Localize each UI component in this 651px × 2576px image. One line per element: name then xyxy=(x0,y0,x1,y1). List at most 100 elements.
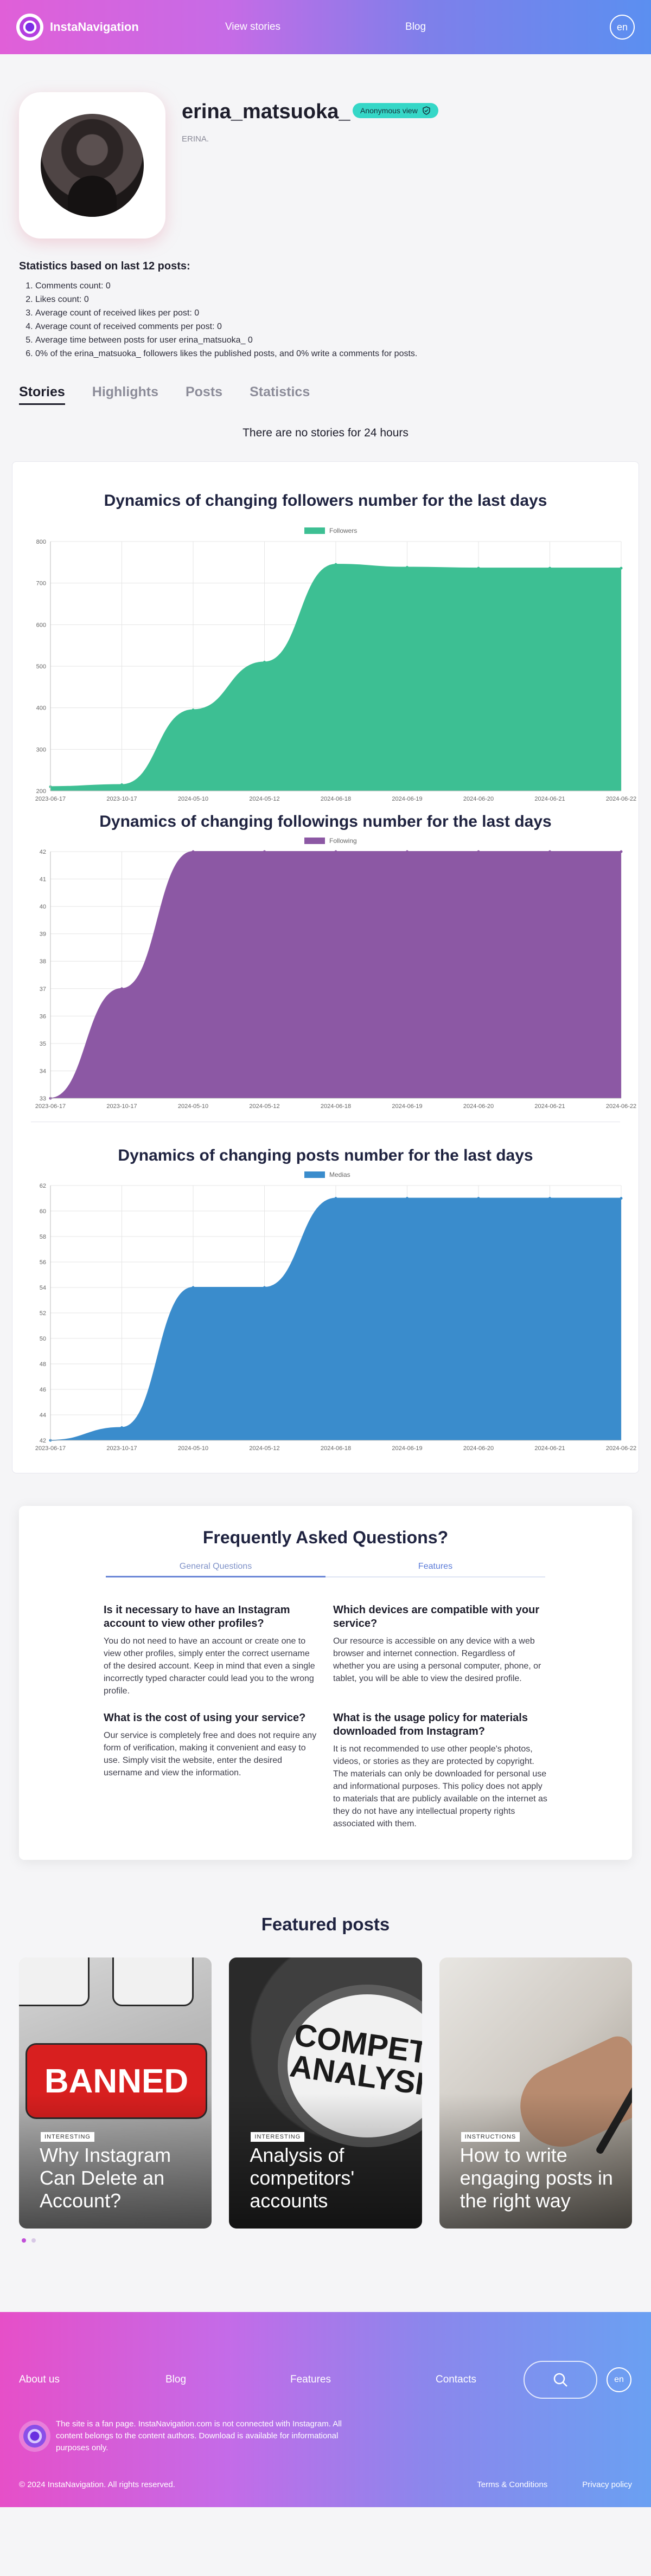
main-nav: View stories Blog xyxy=(0,0,651,54)
y-tick-label: 33 xyxy=(40,1096,46,1102)
data-point xyxy=(620,1197,623,1200)
footer-language-button[interactable]: en xyxy=(607,2367,631,2392)
faq-answer: You do not need to have an account or cr… xyxy=(104,1637,315,1696)
data-point xyxy=(477,850,480,853)
brand-name: InstaNavigation xyxy=(50,20,139,34)
x-tick-label: 2024-05-12 xyxy=(249,1103,279,1110)
post-tag: INTERESTING xyxy=(251,2132,305,2142)
y-tick-label: 52 xyxy=(40,1310,46,1317)
data-point xyxy=(406,566,409,569)
footer-link-features[interactable]: Features xyxy=(290,2374,331,2385)
followers-chart-svg: 200 300 400 500 600 700 800 2023-06-17 2023-10-1… xyxy=(35,527,636,802)
legend-swatch xyxy=(304,527,325,534)
charts-card: Dynamics of changing followers number fo… xyxy=(12,461,639,1473)
chart-title: Dynamics of changing posts number for th… xyxy=(118,1147,533,1164)
x-tick-label: 2024-06-22 xyxy=(606,1445,636,1452)
followers-chart: Dynamics of changing followers number fo… xyxy=(12,492,639,813)
site-footer: About us Blog Features Contacts en The s… xyxy=(0,2312,651,2507)
y-tick-label: 54 xyxy=(40,1285,46,1291)
x-tick-label: 2023-06-17 xyxy=(35,796,66,802)
x-tick-label: 2024-06-20 xyxy=(463,1445,494,1452)
no-stories-message: There are no stories for 24 hours xyxy=(242,427,409,439)
post-title: Why Instagram Can Delete an Account? xyxy=(40,2144,171,2212)
x-tick-label: 2024-06-18 xyxy=(321,796,351,802)
y-tick-label: 35 xyxy=(40,1041,46,1047)
search-button[interactable] xyxy=(524,2361,597,2399)
profile-section: erina_matsuoka_ Anonymous view ERINA. xyxy=(0,54,651,260)
anonymous-view-label: Anonymous view xyxy=(360,106,418,115)
x-tick-label: 2024-06-19 xyxy=(392,1445,422,1452)
y-tick-label: 800 xyxy=(36,539,46,545)
legend-swatch xyxy=(304,838,325,844)
y-tick-label: 42 xyxy=(40,1438,46,1444)
language-button[interactable]: en xyxy=(610,15,635,40)
x-tick-label: 2023-06-17 xyxy=(35,1103,66,1110)
data-point xyxy=(120,987,123,990)
x-tick-label: 2024-05-10 xyxy=(178,796,208,802)
faq-item: Which devices are compatible with your s… xyxy=(333,1603,547,1697)
footer-link-blog[interactable]: Blog xyxy=(165,2374,187,2385)
terms-link[interactable]: Terms & Conditions xyxy=(477,2480,548,2489)
data-point xyxy=(192,1286,195,1289)
featured-post-card[interactable]: BANNED INTERESTING Why Instagram Can Del… xyxy=(19,1957,212,2229)
featured-post-card[interactable]: COMPETITOR ANALYSIS INTERESTING Analysis… xyxy=(229,1957,422,2229)
faq-tabs: General Questions Features xyxy=(106,1562,545,1577)
series-area xyxy=(50,564,621,791)
faq-tab-features[interactable]: Features xyxy=(326,1562,545,1577)
posts-chart-svg: 42 44 46 48 50 52 54 56 58 60 62 2023-06-17 2023-10-… xyxy=(35,1171,636,1452)
legend-swatch xyxy=(304,1171,325,1178)
profile-tabs: Stories Highlights Posts Statistics xyxy=(0,360,651,405)
tab-highlights[interactable]: Highlights xyxy=(92,384,158,400)
faq-question: Which devices are compatible with your s… xyxy=(333,1604,540,1630)
x-tick-label: 2023-10-17 xyxy=(106,796,137,802)
y-tick-label: 48 xyxy=(40,1361,46,1368)
profile-bio: ERINA. xyxy=(182,134,209,144)
statistics-item: Likes count: 0 xyxy=(35,293,632,306)
y-tick-label: 40 xyxy=(40,904,46,910)
shield-check-icon xyxy=(423,106,430,115)
series-area xyxy=(50,852,621,1098)
faq-tab-general[interactable]: General Questions xyxy=(106,1562,326,1577)
faq-question: Is it necessary to have an Instagram acc… xyxy=(104,1604,290,1630)
data-point xyxy=(334,1197,337,1200)
faq-item: What is the cost of using your service? … xyxy=(104,1711,318,1830)
carousel-dot[interactable] xyxy=(22,2238,26,2243)
y-tick-label: 44 xyxy=(40,1412,46,1419)
footer-link-contacts[interactable]: Contacts xyxy=(436,2374,476,2385)
tab-stories[interactable]: Stories xyxy=(19,384,65,405)
followings-chart: Dynamics of changing followings number f… xyxy=(12,813,639,1117)
footer-logo-icon xyxy=(19,2420,50,2452)
x-tick-label: 2024-06-21 xyxy=(534,1445,565,1452)
faq-section: Frequently Asked Questions? General Ques… xyxy=(19,1506,632,1860)
footer-link-about[interactable]: About us xyxy=(19,2374,60,2385)
keyboard-key-image xyxy=(19,1957,90,2006)
statistics-item: 0% of the erina_matsuoka_ followers like… xyxy=(35,347,632,360)
chart-title: Dynamics of changing followers number fo… xyxy=(104,492,547,510)
statistics-item: Average count of received comments per p… xyxy=(35,320,632,333)
y-tick-label: 62 xyxy=(40,1183,46,1189)
avatar xyxy=(41,114,144,217)
x-tick-label: 2023-06-17 xyxy=(35,1445,66,1452)
site-header: InstaNavigation View stories Blog en xyxy=(0,0,651,54)
y-tick-label: 200 xyxy=(36,788,46,795)
y-tick-label: 38 xyxy=(40,958,46,965)
data-point xyxy=(334,850,337,853)
privacy-link[interactable]: Privacy policy xyxy=(582,2480,632,2489)
x-tick-label: 2024-06-21 xyxy=(534,1103,565,1110)
featured-posts-carousel: BANNED INTERESTING Why Instagram Can Del… xyxy=(0,1957,651,2229)
data-point xyxy=(406,850,409,853)
data-point xyxy=(406,1197,409,1200)
featured-post-card[interactable]: INSTRUCTIONS How to write engaging posts… xyxy=(439,1957,632,2229)
faq-list: Is it necessary to have an Instagram acc… xyxy=(104,1603,547,1830)
tab-statistics[interactable]: Statistics xyxy=(250,384,310,400)
series-line xyxy=(50,1197,621,1441)
brand-logo[interactable]: InstaNavigation xyxy=(16,14,139,41)
search-icon xyxy=(553,2373,567,2387)
x-tick-label: 2024-06-19 xyxy=(392,1103,422,1110)
carousel-dot[interactable] xyxy=(31,2238,36,2243)
copyright: © 2024 InstaNavigation. All rights reser… xyxy=(19,2480,175,2489)
tab-posts[interactable]: Posts xyxy=(185,384,223,400)
faq-item: Is it necessary to have an Instagram acc… xyxy=(104,1603,318,1697)
nav-view-stories[interactable]: View stories xyxy=(225,21,281,33)
nav-blog[interactable]: Blog xyxy=(405,21,426,33)
